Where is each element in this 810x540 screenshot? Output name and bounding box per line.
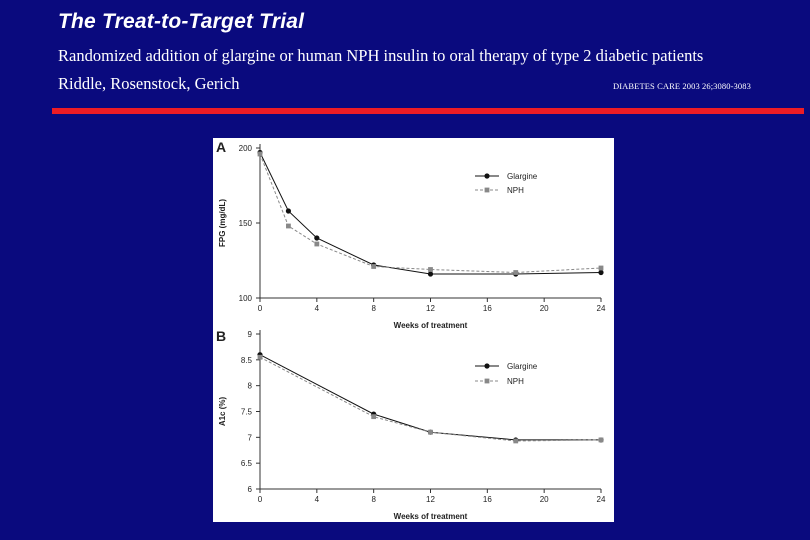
series-line-nph — [259, 356, 602, 442]
legend-label-glargine: Glargine — [507, 172, 538, 181]
data-point-glargine — [285, 208, 292, 214]
y-tick-label: 7.5 — [241, 408, 253, 417]
y-tick-label: 100 — [239, 294, 253, 303]
data-point-nph — [286, 223, 291, 229]
x-tick-label: 0 — [258, 304, 263, 313]
series-line-glargine — [259, 152, 602, 275]
x-axis-label: Weeks of treatment — [394, 321, 468, 330]
x-tick-label: 0 — [258, 495, 263, 504]
slide-title: The Treat-to-Target Trial — [58, 10, 305, 33]
data-point-nph — [314, 241, 320, 247]
y-tick-label: 150 — [239, 219, 253, 228]
data-point-glargine — [314, 235, 320, 241]
legend-marker — [484, 187, 490, 193]
chart-panel-a: A 0 4 8 12 16 20 24 100 150 200 Weeks of treatment F… — [216, 139, 606, 330]
data-point-nph — [257, 354, 263, 360]
y-tick-label: 8.5 — [241, 356, 253, 365]
x-tick-label: 24 — [597, 304, 606, 313]
y-tick-label: 7 — [248, 433, 253, 442]
y-tick-label: 8 — [248, 382, 253, 391]
accent-divider — [52, 108, 804, 114]
x-tick-label: 4 — [315, 304, 320, 313]
panel-letter: A — [216, 139, 226, 155]
x-tick-label: 16 — [483, 304, 492, 313]
legend-marker — [484, 378, 490, 384]
panel-letter: B — [216, 328, 226, 344]
x-tick-label: 12 — [426, 304, 435, 313]
data-point-nph — [513, 270, 519, 275]
data-point-nph — [428, 267, 433, 272]
slide-subtitle: Randomized addition of glargine or human… — [58, 46, 704, 65]
y-tick-label: 6 — [248, 485, 253, 494]
journal-citation: DIABETES CARE 2003 26;3080-3083 — [613, 81, 751, 91]
legend-label-nph: NPH — [507, 186, 524, 195]
x-tick-label: 20 — [540, 495, 549, 504]
data-point-nph — [371, 414, 377, 420]
legend-label-nph: NPH — [507, 377, 524, 386]
data-point-glargine — [598, 269, 604, 276]
x-tick-label: 16 — [483, 495, 492, 504]
data-point-nph — [257, 151, 263, 157]
x-tick-label: 8 — [371, 495, 376, 504]
data-point-nph — [428, 429, 433, 435]
x-tick-label: 12 — [426, 495, 435, 504]
figure-panel: A 0 4 8 12 16 20 24 100 150 200 Weeks of treatment F… — [213, 138, 614, 522]
legend-marker — [484, 363, 490, 369]
x-tick-label: 8 — [371, 304, 376, 313]
series-line-glargine — [259, 354, 601, 441]
authors-line: Riddle, Rosenstock, Gerich — [58, 74, 240, 93]
x-axis-label: Weeks of treatment — [394, 512, 468, 521]
y-tick-label: 6.5 — [241, 459, 253, 468]
x-tick-label: 20 — [540, 304, 549, 313]
legend-label-glargine: Glargine — [507, 362, 538, 371]
x-tick-label: 24 — [597, 495, 606, 504]
legend-marker — [484, 173, 490, 179]
y-axis-label: A1c (%) — [218, 396, 227, 426]
data-point-nph — [598, 437, 604, 443]
chart-panel-b: B 0 4 8 12 16 20 24 6 6.5 7 7.5 8 8.5 9 Weeks of treatm… — [216, 328, 606, 521]
data-point-glargine — [427, 271, 434, 277]
data-point-nph — [598, 265, 604, 271]
y-axis-label: FPG (mg/dL) — [218, 199, 227, 247]
x-tick-label: 4 — [315, 495, 320, 504]
data-point-nph — [371, 264, 377, 269]
y-tick-label: 9 — [248, 330, 253, 339]
series-line-nph — [259, 153, 602, 274]
y-tick-label: 200 — [239, 144, 253, 153]
data-point-nph — [513, 438, 519, 444]
